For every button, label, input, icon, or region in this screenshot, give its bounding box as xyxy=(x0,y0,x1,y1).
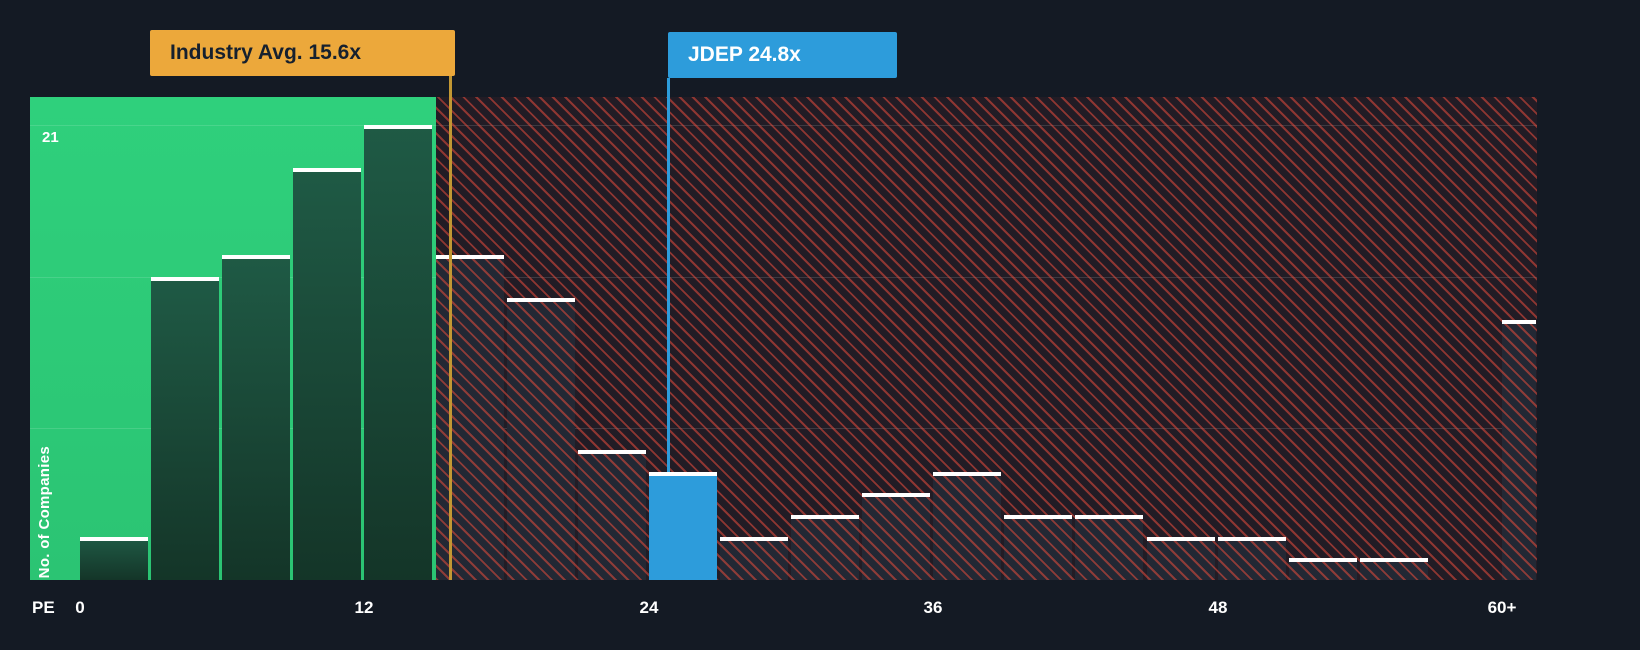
histogram-bar[interactable] xyxy=(1146,537,1215,580)
bar-top-cap xyxy=(506,298,575,302)
y-axis-max-label: 21 xyxy=(42,129,59,146)
histogram-bar[interactable] xyxy=(435,255,504,580)
bar-top-cap xyxy=(1288,558,1357,562)
histogram-bar[interactable] xyxy=(364,125,433,580)
histogram-bar[interactable] xyxy=(1217,537,1286,580)
company-callout-label: JDEP 24.8x xyxy=(688,43,801,66)
plot-area xyxy=(30,97,1537,580)
bar-top-cap xyxy=(1502,320,1536,324)
industry-average-marker-line xyxy=(449,76,452,580)
bar-top-cap xyxy=(862,493,931,497)
bar-top-cap xyxy=(1075,515,1144,519)
histogram-bar[interactable] xyxy=(719,537,788,580)
histogram-bar[interactable] xyxy=(293,168,362,580)
gridline xyxy=(30,125,1537,126)
histogram-bar[interactable] xyxy=(222,255,291,580)
x-axis: PE 0 12 24 36 48 60+ xyxy=(30,598,1590,626)
bar-top-cap xyxy=(293,168,362,172)
bar-top-cap xyxy=(577,450,646,454)
bar-top-cap xyxy=(719,537,788,541)
bar-top-cap xyxy=(364,125,433,129)
histogram-bar[interactable] xyxy=(1075,515,1144,580)
histogram-bar[interactable] xyxy=(1502,320,1536,580)
company-bar[interactable] xyxy=(648,472,717,580)
industry-average-callout[interactable]: Industry Avg. 15.6x xyxy=(150,30,455,76)
histogram-bar[interactable] xyxy=(791,515,860,580)
x-tick-label: 24 xyxy=(639,598,659,617)
company-callout[interactable]: JDEP 24.8x xyxy=(668,32,897,78)
bar-top-cap xyxy=(1004,515,1073,519)
bar-top-cap xyxy=(1359,558,1428,562)
bar-top-cap xyxy=(791,515,860,519)
histogram-bar[interactable] xyxy=(577,450,646,580)
x-tick-label: 60+ xyxy=(1487,598,1517,617)
x-tick-label: 36 xyxy=(923,598,943,617)
bar-top-cap xyxy=(222,255,291,259)
bar-top-cap xyxy=(435,255,504,259)
industry-average-callout-label: Industry Avg. 15.6x xyxy=(170,41,362,64)
bar-top-cap xyxy=(80,537,149,541)
histogram-bar[interactable] xyxy=(506,298,575,580)
histogram-bar[interactable] xyxy=(1004,515,1073,580)
x-tick-label: 48 xyxy=(1208,598,1228,617)
bar-top-cap xyxy=(151,277,220,281)
x-tick-label: 12 xyxy=(354,598,374,617)
histogram-bar[interactable] xyxy=(80,537,149,580)
bar-top-cap xyxy=(648,472,717,476)
y-axis-title: No. of Companies xyxy=(36,445,53,578)
bar-top-cap xyxy=(933,472,1002,476)
histogram-bar[interactable] xyxy=(151,277,220,580)
x-axis-title: PE xyxy=(32,598,55,617)
histogram-bar[interactable] xyxy=(933,472,1002,580)
bar-top-cap xyxy=(1217,537,1286,541)
bar-top-cap xyxy=(1146,537,1215,541)
histogram-bar[interactable] xyxy=(862,493,931,580)
x-tick-label: 0 xyxy=(75,598,85,617)
company-marker-line xyxy=(667,78,670,472)
